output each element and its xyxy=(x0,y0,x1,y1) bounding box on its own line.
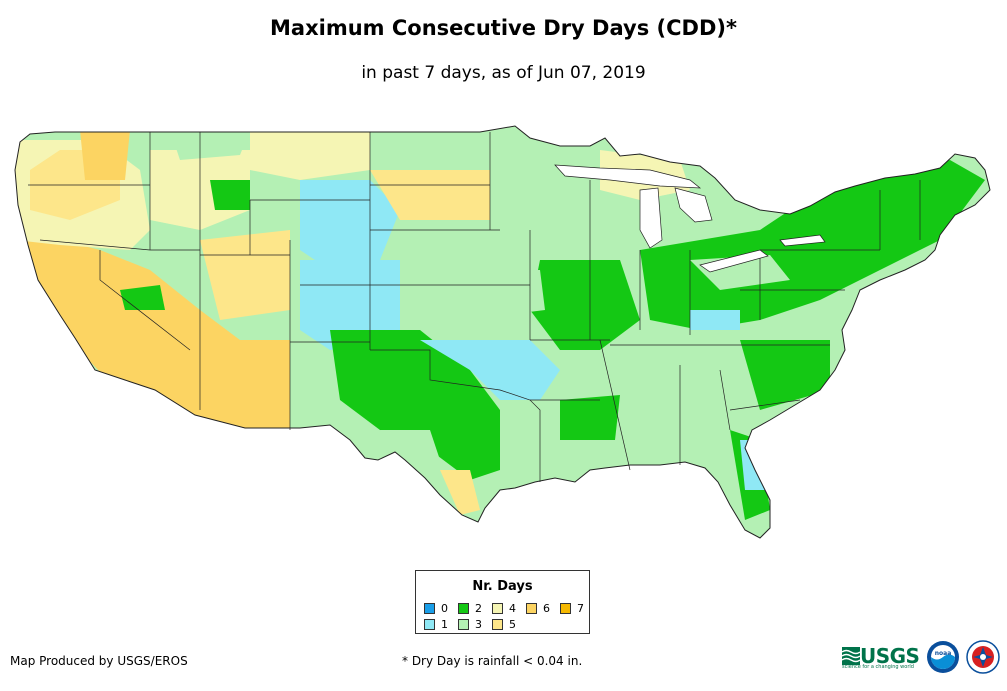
legend-label-7: 7 xyxy=(577,602,584,615)
usgs-wave-icon xyxy=(842,647,860,665)
logo-bar: USGS science for a changing world noaa xyxy=(842,640,1004,680)
legend-item-3: 3 xyxy=(458,618,482,631)
legend-label-5: 5 xyxy=(509,618,516,631)
noaa-logo: noaa xyxy=(927,641,959,673)
legend-title: Nr. Days xyxy=(472,579,533,594)
map-title: Maximum Consecutive Dry Days (CDD)* xyxy=(270,16,737,40)
usgs-wordmark: USGS xyxy=(860,644,920,668)
legend-label-6: 6 xyxy=(543,602,550,615)
legend-swatch-4 xyxy=(492,603,503,614)
credit-text: Map Produced by USGS/EROS xyxy=(10,654,188,668)
legend-item-5: 5 xyxy=(492,618,516,631)
legend-label-2: 2 xyxy=(475,602,482,615)
cdd-map xyxy=(14,125,991,539)
noaa-text: noaa xyxy=(935,650,952,657)
legend-item-2: 2 xyxy=(458,602,482,615)
great-lakes xyxy=(554,164,826,273)
legend-swatch-2 xyxy=(458,603,469,614)
usgs-tagline: science for a changing world xyxy=(842,664,914,670)
legend-item-0: 0 xyxy=(424,602,448,615)
legend-label-1: 1 xyxy=(441,618,448,631)
usgs-logo: USGS xyxy=(842,644,920,668)
nws-logo xyxy=(966,640,1000,674)
legend-label-4: 4 xyxy=(509,602,516,615)
legend-item-6: 6 xyxy=(526,602,550,615)
legend-swatch-3 xyxy=(458,619,469,630)
legend-label-0: 0 xyxy=(441,602,448,615)
footnote: * Dry Day is rainfall < 0.04 in. xyxy=(402,654,583,668)
legend-item-1: 1 xyxy=(424,618,448,631)
map-subtitle: in past 7 days, as of Jun 07, 2019 xyxy=(361,63,646,83)
legend-item-4: 4 xyxy=(492,602,516,615)
legend-swatch-5 xyxy=(492,619,503,630)
legend-swatch-6 xyxy=(526,603,537,614)
legend-swatch-1 xyxy=(424,619,435,630)
legend-swatch-0 xyxy=(424,603,435,614)
us-outline xyxy=(14,125,991,539)
map-fill xyxy=(15,126,990,538)
state-boundaries xyxy=(28,132,921,482)
legend: Nr. Days 0 1 2 3 4 5 6 7 xyxy=(415,570,590,634)
legend-label-3: 3 xyxy=(475,618,482,631)
legend-item-7: 7 xyxy=(560,602,584,615)
legend-swatch-7 xyxy=(560,603,571,614)
